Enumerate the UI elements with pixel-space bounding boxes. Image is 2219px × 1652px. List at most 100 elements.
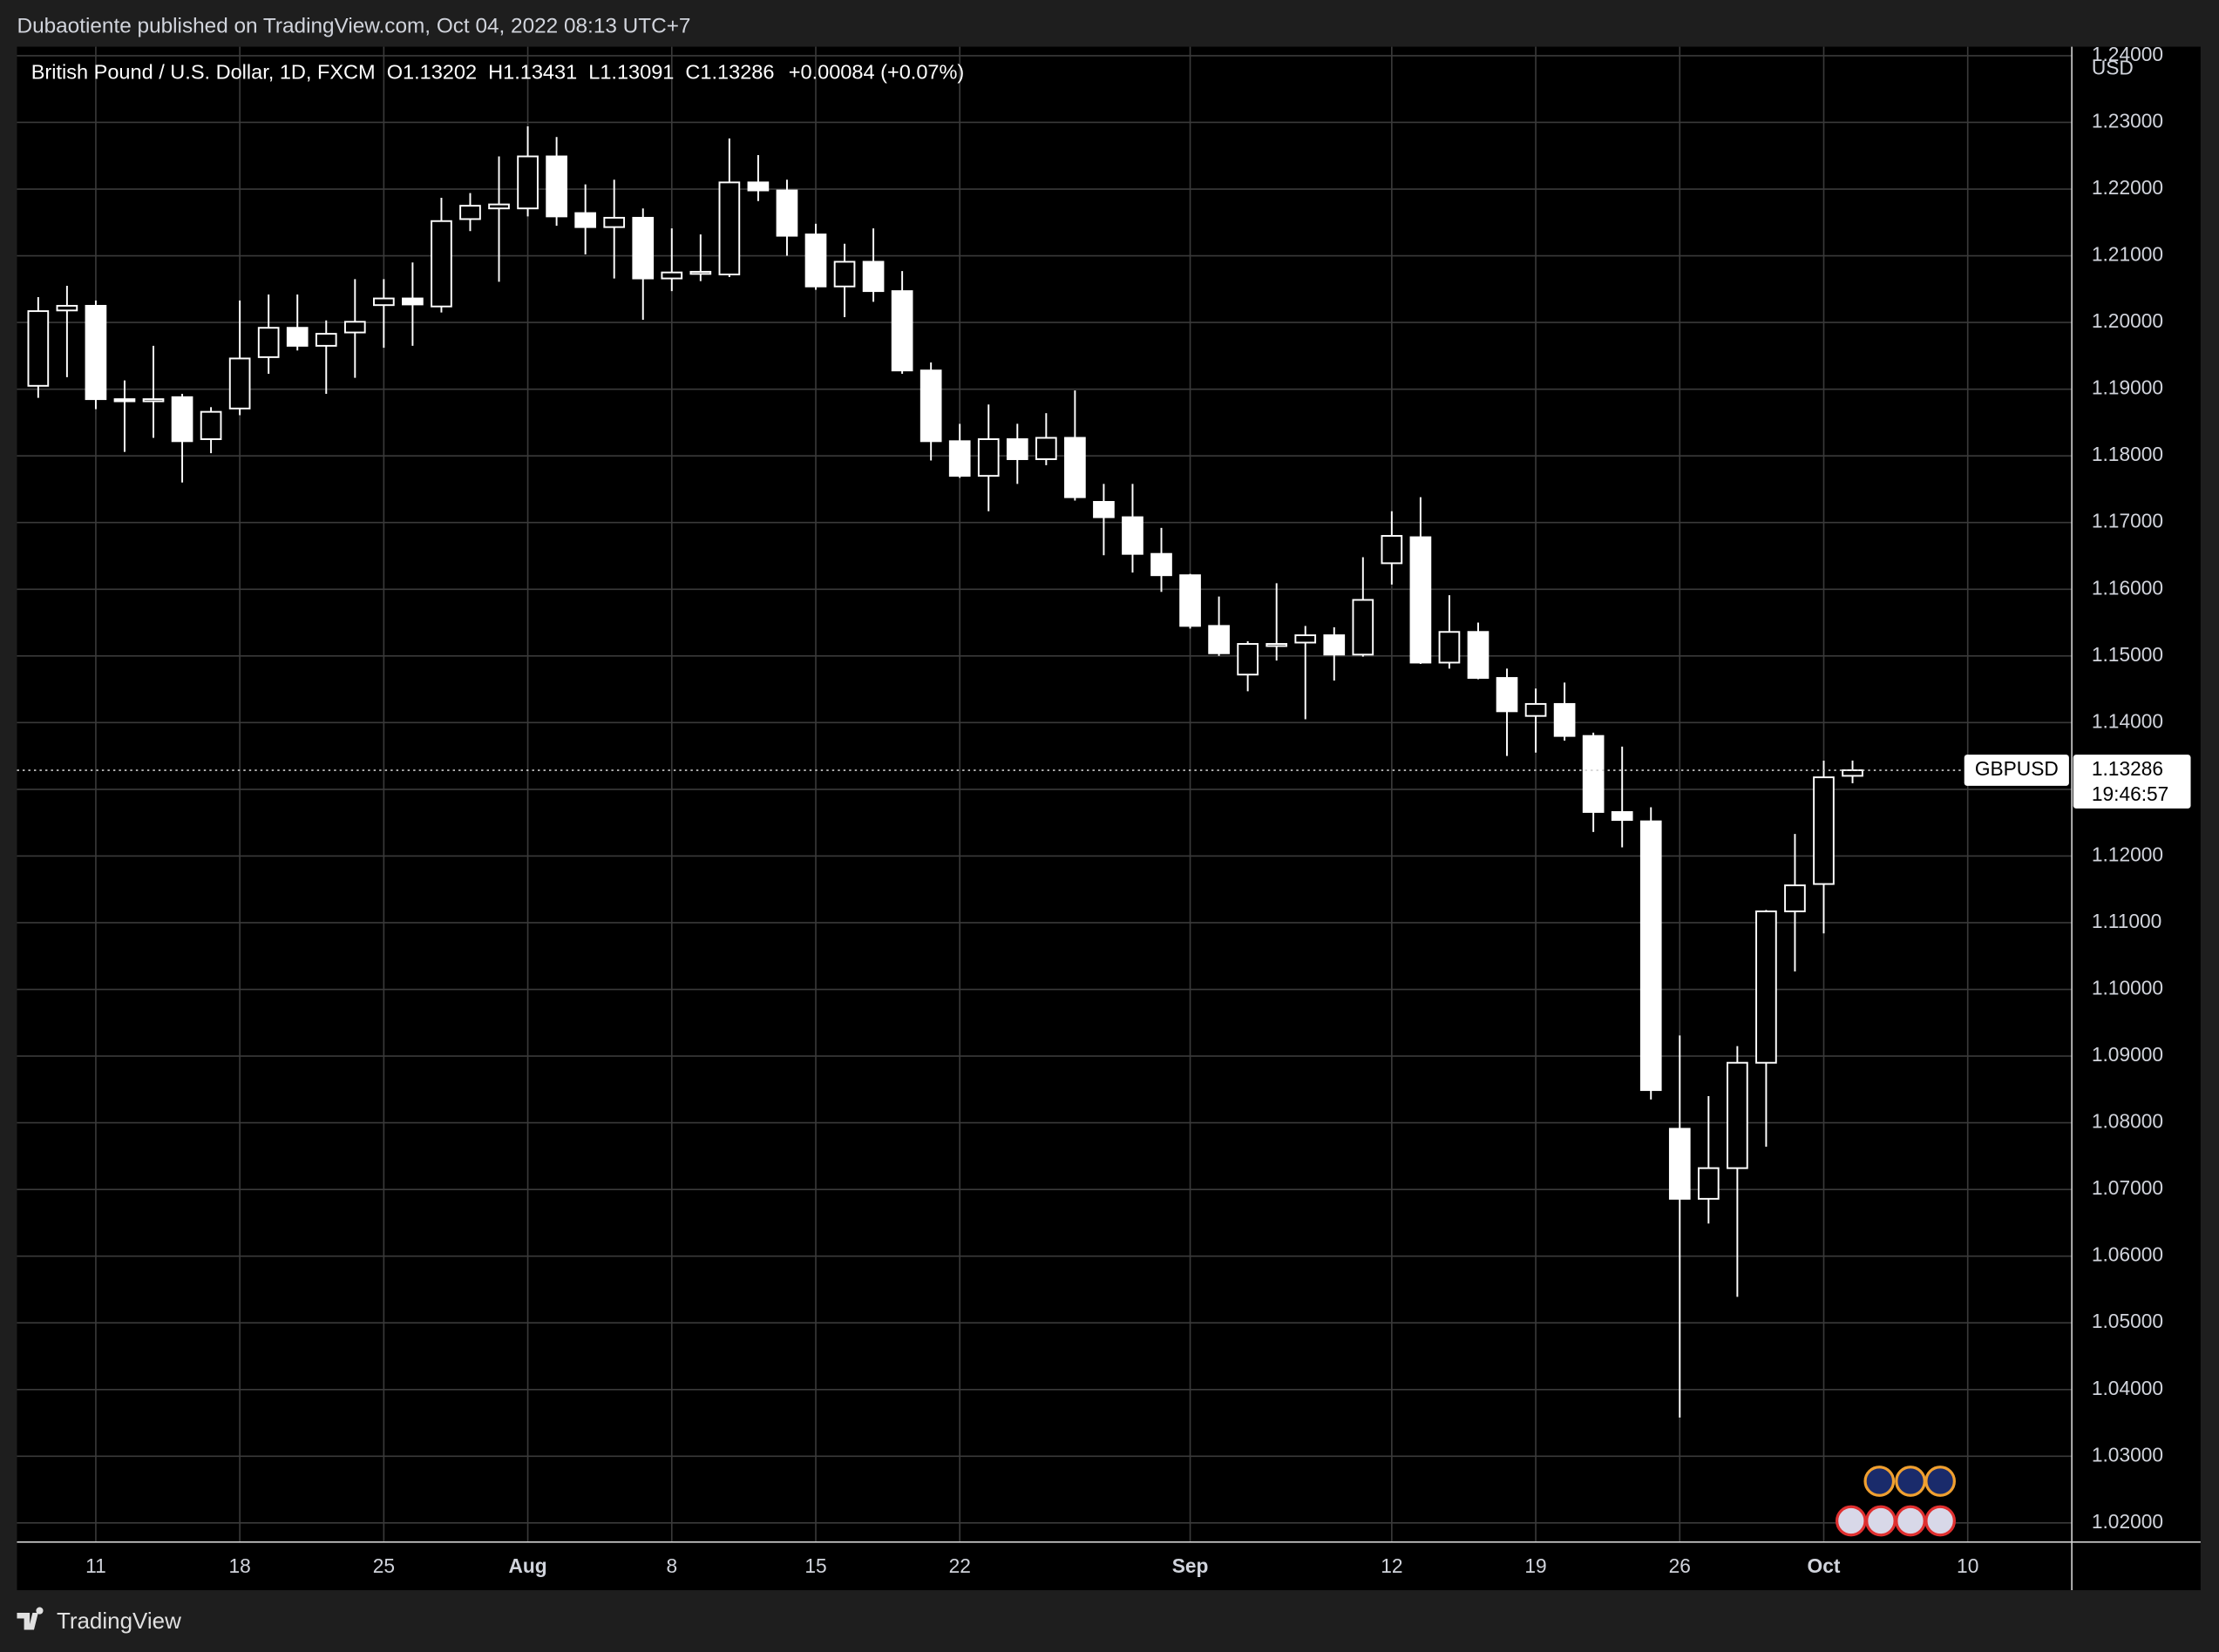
candle-body [228, 357, 251, 410]
candle-body [1727, 1061, 1748, 1169]
x-tick-label: 15 [804, 1554, 826, 1577]
event-flag[interactable] [1895, 1466, 1926, 1497]
candle-body [1035, 437, 1057, 460]
y-tick-label: 1.23000 [2092, 109, 2163, 132]
x-tick-label: 11 [85, 1554, 106, 1577]
event-flag[interactable] [1924, 1466, 1956, 1497]
event-flag[interactable] [1895, 1505, 1926, 1537]
candle-body [402, 297, 424, 306]
event-flag[interactable] [1835, 1505, 1867, 1537]
candle-body [1553, 702, 1576, 737]
candle-body [1006, 438, 1028, 460]
y-tick-label: 1.02000 [2092, 1510, 2163, 1533]
candle-body [1496, 677, 1518, 713]
candle-body [1323, 634, 1346, 656]
axis-unit: USD [2092, 57, 2134, 79]
logo-icon [17, 1607, 44, 1630]
candle-body [776, 189, 798, 237]
candle-body [833, 261, 856, 288]
candle-body [1381, 535, 1403, 565]
candle-body [171, 396, 193, 443]
price-label: 1.13286 [2092, 757, 2163, 780]
candle-body [661, 271, 683, 280]
candle-body [1697, 1167, 1720, 1200]
y-tick-label: 1.11000 [2092, 910, 2161, 932]
y-tick-label: 1.09000 [2092, 1043, 2163, 1066]
candle-body [1409, 536, 1432, 664]
candle-body [1582, 735, 1605, 813]
y-tick-label: 1.08000 [2092, 1110, 2163, 1133]
candle-body [689, 270, 712, 275]
y-tick-label: 1.21000 [2092, 243, 2163, 266]
x-tick-label: 22 [949, 1554, 971, 1577]
legend-change: +0.00084 (+0.07%) [789, 61, 964, 84]
candle-body [85, 304, 107, 401]
candle-body [142, 398, 165, 403]
candle-body [1150, 552, 1172, 577]
y-tick-label: 1.18000 [2092, 443, 2163, 465]
candle-body [1467, 631, 1490, 680]
legend-value: 1.13286 [700, 61, 774, 84]
x-tick-label: Sep [1172, 1554, 1209, 1577]
symbol-label-box [1964, 755, 2069, 786]
candle-body [1668, 1127, 1691, 1200]
candle-body [1093, 501, 1115, 518]
candle-body [1813, 776, 1835, 885]
candle-body [862, 261, 885, 293]
event-flag[interactable] [1924, 1505, 1956, 1537]
candle-body [718, 181, 741, 275]
event-flags [1835, 1466, 1956, 1537]
candle-body [747, 181, 770, 192]
y-tick-label: 1.05000 [2092, 1310, 2163, 1332]
candle-body [1524, 702, 1547, 717]
x-tick-label: 12 [1381, 1554, 1402, 1577]
candle-body [113, 398, 136, 403]
candle-body [517, 155, 539, 210]
legend-value: 1.13431 [503, 61, 577, 84]
candle-body [1266, 643, 1288, 647]
y-tick-label: 1.04000 [2092, 1377, 2163, 1399]
x-tick-label: 26 [1669, 1554, 1691, 1577]
legend-value: 1.13091 [600, 61, 674, 84]
candle-body [286, 327, 309, 347]
candle-body [56, 304, 78, 312]
y-tick-label: 1.12000 [2092, 843, 2163, 865]
event-flag[interactable] [1865, 1505, 1897, 1537]
candle-body [1064, 437, 1086, 498]
x-tick-label: 10 [1957, 1554, 1978, 1577]
candle-body [1352, 599, 1374, 656]
candle-body [1842, 769, 1863, 777]
candle-body [977, 438, 1000, 477]
legend-label: O [387, 61, 403, 84]
symbol-label: GBPUSD [1975, 757, 2059, 780]
event-flag[interactable] [1863, 1466, 1896, 1497]
y-tick-label: 1.24000 [2092, 43, 2163, 65]
candle-body [315, 333, 337, 347]
countdown-label: 19:46:57 [2092, 782, 2168, 805]
candles [27, 126, 1863, 1418]
y-tick-label: 1.03000 [2092, 1443, 2163, 1466]
price-label-box [2073, 755, 2191, 809]
candle-body [373, 297, 395, 307]
candle-body [632, 216, 655, 280]
candle-body [488, 203, 510, 210]
x-tick-label: 25 [373, 1554, 395, 1577]
legend-title: British Pound / U.S. Dollar, 1D, FXCM [31, 61, 376, 84]
candle-body [1122, 516, 1143, 555]
legend-label: H [488, 61, 503, 84]
publisher-line: Dubaotiente published on TradingView.com… [17, 14, 690, 37]
candle-body [459, 205, 481, 220]
candle-body [1639, 820, 1662, 1092]
legend-label: C [685, 61, 700, 84]
candle-body [919, 369, 942, 443]
legend: British Pound / U.S. Dollar, 1D, FXCM O 1… [31, 61, 965, 84]
candle-body [574, 212, 596, 228]
candle-body [1208, 625, 1230, 654]
chart-pane [17, 46, 2201, 1591]
x-tick-label: Oct [1808, 1554, 1841, 1577]
candle-body [1237, 643, 1259, 676]
footer: TradingView [17, 1607, 181, 1634]
x-tick-label: Aug [508, 1554, 546, 1577]
candle-body [431, 220, 452, 308]
